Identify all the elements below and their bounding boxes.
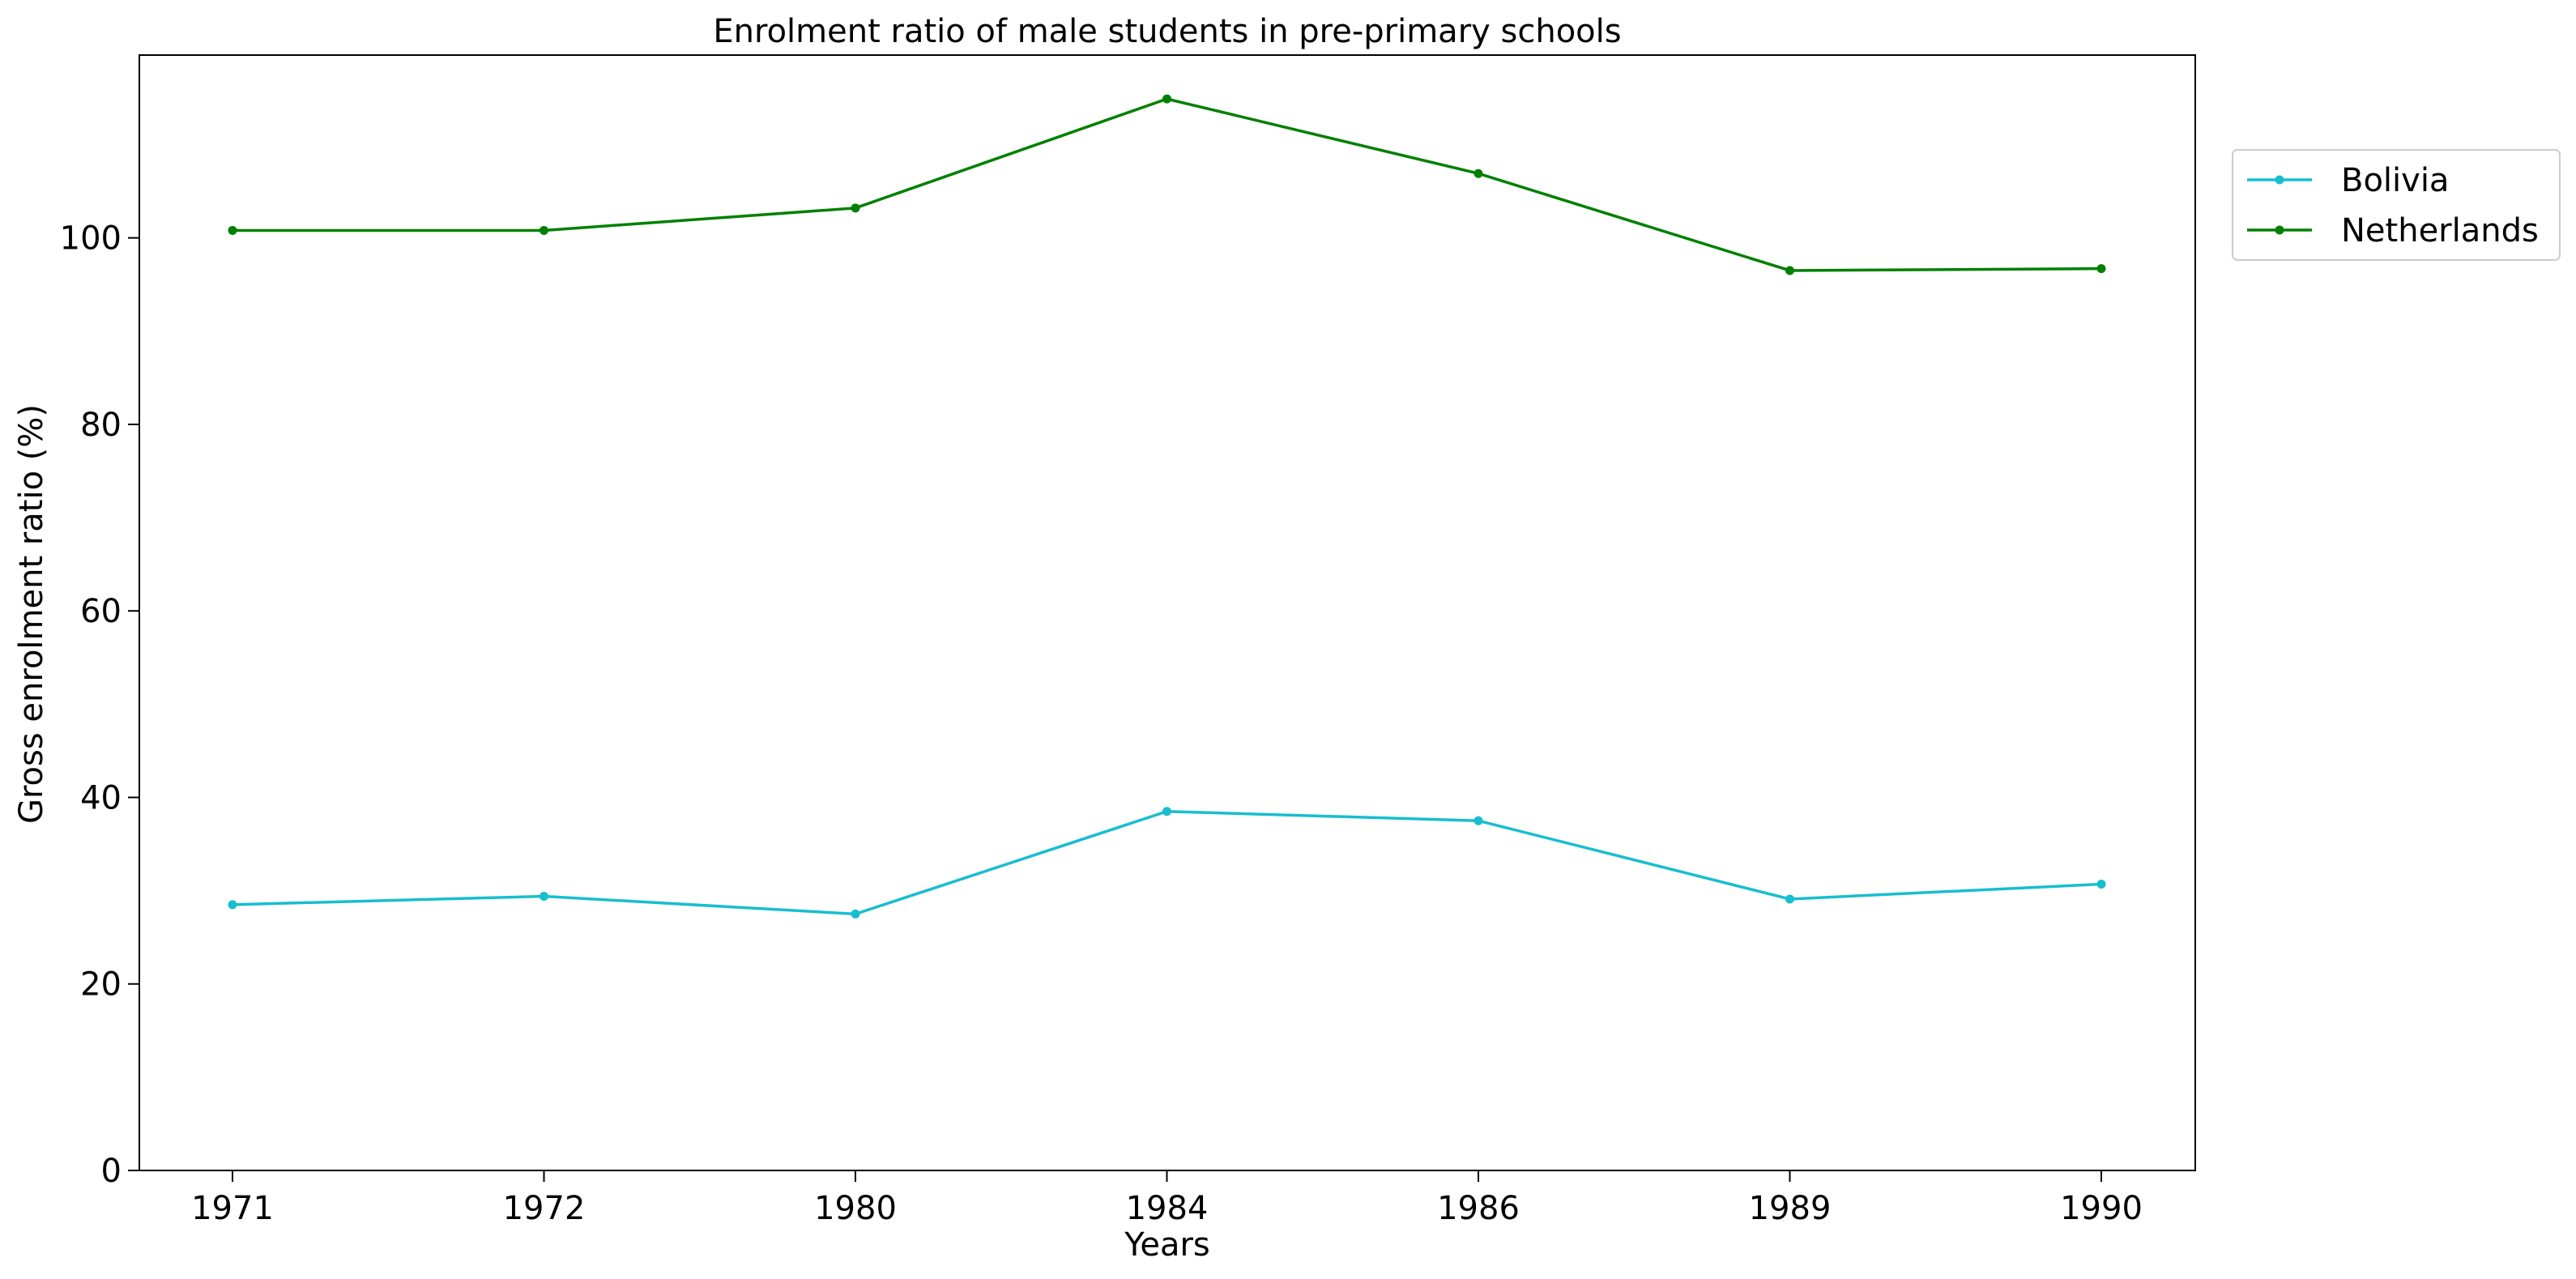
- data-point-bolivia: [228, 900, 237, 910]
- y-tick-label: 40: [80, 779, 122, 816]
- data-point-netherlands: [1785, 266, 1794, 275]
- x-tick-label: 1989: [1749, 1190, 1832, 1227]
- data-point-bolivia: [851, 909, 860, 919]
- data-point-netherlands: [1162, 94, 1171, 104]
- x-tick-label: 1984: [1126, 1190, 1209, 1227]
- data-point-bolivia: [1474, 816, 1483, 825]
- legend-swatch-marker: [2275, 225, 2284, 235]
- y-tick-label: 20: [80, 966, 122, 1004]
- data-point-bolivia: [1162, 807, 1171, 816]
- series-layer: [228, 94, 2106, 919]
- x-tick-label: 1990: [2060, 1190, 2143, 1227]
- data-point-netherlands: [540, 225, 548, 235]
- y-axis-ticks: 0 20 40 60 80 100: [60, 220, 139, 1190]
- chart-title: Enrolment ratio of male students in pre-…: [713, 13, 1621, 50]
- x-axis-ticks: 1971 1972 1980 1984 1986 1989 1990: [191, 1170, 2143, 1227]
- data-point-bolivia: [2096, 880, 2106, 889]
- legend-label-bolivia: Bolivia: [2341, 162, 2449, 199]
- x-tick-label: 1986: [1437, 1190, 1520, 1227]
- legend-box: [2232, 149, 2561, 261]
- x-tick-label: 1980: [814, 1190, 897, 1227]
- y-tick-label: 60: [80, 593, 122, 630]
- data-point-bolivia: [540, 892, 548, 902]
- x-axis-title: Years: [1124, 1226, 1210, 1264]
- x-tick-label: 1972: [503, 1190, 586, 1227]
- y-tick-label: 80: [80, 407, 122, 444]
- data-point-netherlands: [851, 203, 860, 213]
- data-point-bolivia: [1785, 894, 1794, 904]
- data-point-netherlands: [2096, 264, 2106, 274]
- y-tick-label: 0: [101, 1153, 122, 1190]
- data-point-netherlands: [228, 225, 237, 235]
- x-tick-label: 1971: [191, 1190, 274, 1227]
- legend-label-netherlands: Netherlands: [2341, 212, 2539, 249]
- legend: Bolivia Netherlands: [2232, 149, 2561, 261]
- data-point-netherlands: [1474, 168, 1483, 178]
- plot-frame: [139, 54, 2196, 1171]
- y-tick-label: 100: [60, 220, 122, 258]
- y-axis-title: Gross enrolment ratio (%): [13, 404, 50, 824]
- legend-swatch-marker: [2275, 175, 2284, 185]
